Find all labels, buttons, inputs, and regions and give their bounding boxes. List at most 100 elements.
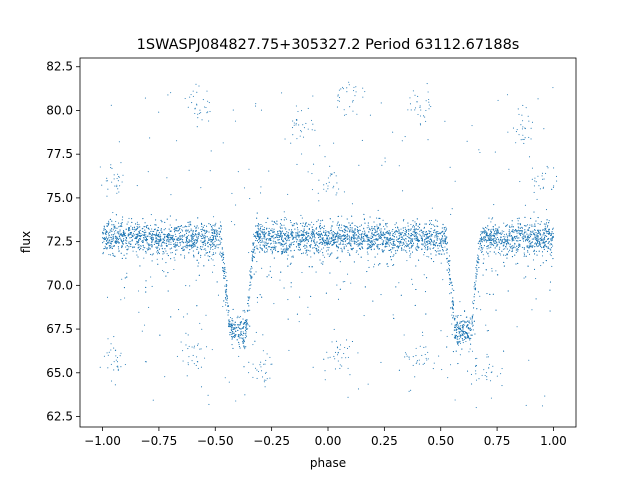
data-point — [502, 242, 504, 244]
data-point — [347, 251, 349, 254]
data-point — [403, 249, 405, 251]
data-point — [357, 227, 359, 229]
data-point — [238, 317, 240, 319]
data-point — [406, 236, 408, 238]
data-point — [464, 310, 466, 312]
data-point — [132, 250, 134, 252]
data-point — [423, 227, 425, 229]
data-point — [473, 286, 475, 288]
data-point — [306, 242, 308, 244]
data-point — [489, 251, 491, 253]
data-point — [449, 293, 451, 295]
data-point — [145, 234, 147, 236]
data-point — [389, 239, 391, 241]
data-point — [314, 253, 316, 255]
data-point — [379, 243, 381, 246]
data-point — [251, 254, 253, 256]
data-point — [126, 249, 128, 251]
data-point — [405, 241, 407, 243]
data-point — [284, 233, 286, 235]
data-point — [247, 328, 249, 330]
data-point — [196, 235, 198, 237]
data-point — [309, 313, 311, 315]
data-point — [258, 240, 261, 242]
data-point — [196, 246, 198, 248]
data-point — [283, 244, 286, 246]
data-point — [302, 231, 304, 233]
data-point — [156, 242, 158, 244]
data-point — [108, 220, 110, 222]
data-point — [381, 239, 383, 241]
data-point — [186, 226, 188, 228]
data-point — [118, 250, 120, 253]
data-point — [505, 254, 507, 256]
data-point — [471, 318, 473, 320]
data-point — [301, 240, 304, 242]
data-point — [534, 246, 536, 248]
data-point — [464, 324, 466, 326]
data-point — [204, 242, 206, 244]
data-point — [330, 241, 332, 243]
data-point — [108, 234, 110, 236]
data-point — [146, 225, 148, 227]
data-point — [136, 225, 138, 227]
data-point — [326, 246, 328, 248]
data-point — [451, 288, 453, 290]
data-point — [358, 240, 360, 242]
data-point — [535, 250, 537, 252]
data-point — [225, 290, 228, 292]
data-point — [507, 240, 509, 242]
data-point — [439, 253, 441, 255]
data-point — [415, 238, 417, 240]
data-point — [238, 343, 240, 345]
data-point — [392, 235, 394, 237]
data-point — [117, 241, 119, 243]
data-point — [481, 248, 483, 250]
data-point — [232, 333, 234, 335]
data-point — [226, 285, 228, 287]
data-point — [220, 254, 222, 257]
data-point — [357, 236, 359, 238]
data-point — [208, 231, 210, 233]
data-point — [426, 249, 428, 251]
data-point — [233, 327, 235, 329]
data-point — [386, 263, 388, 265]
data-point — [112, 252, 114, 254]
data-point — [444, 246, 446, 248]
data-point — [188, 245, 190, 247]
data-point — [299, 239, 301, 241]
data-point — [288, 237, 290, 240]
data-point — [164, 228, 166, 230]
data-point — [532, 259, 535, 261]
data-point — [452, 305, 455, 307]
data-point — [379, 236, 381, 238]
data-point — [414, 221, 416, 223]
data-point — [537, 232, 539, 234]
data-point — [405, 250, 407, 252]
data-point — [179, 237, 181, 239]
data-point — [298, 235, 300, 237]
data-point — [291, 256, 293, 258]
data-point — [145, 280, 147, 282]
data-point — [538, 243, 540, 245]
data-point — [339, 261, 341, 263]
data-point — [499, 253, 501, 255]
data-point — [550, 240, 552, 242]
data-point — [259, 294, 261, 296]
data-point — [517, 223, 519, 225]
data-point — [231, 333, 233, 335]
data-point — [536, 234, 538, 236]
data-point — [541, 229, 544, 231]
data-point — [154, 224, 156, 226]
data-point — [408, 236, 410, 238]
data-point — [103, 240, 105, 242]
data-point — [377, 239, 379, 241]
data-point — [521, 246, 523, 249]
data-point — [531, 224, 533, 226]
data-point — [325, 292, 327, 294]
data-point — [291, 232, 293, 234]
data-point — [263, 234, 265, 236]
data-point — [527, 251, 529, 253]
data-point — [404, 246, 406, 248]
data-point — [549, 244, 551, 246]
